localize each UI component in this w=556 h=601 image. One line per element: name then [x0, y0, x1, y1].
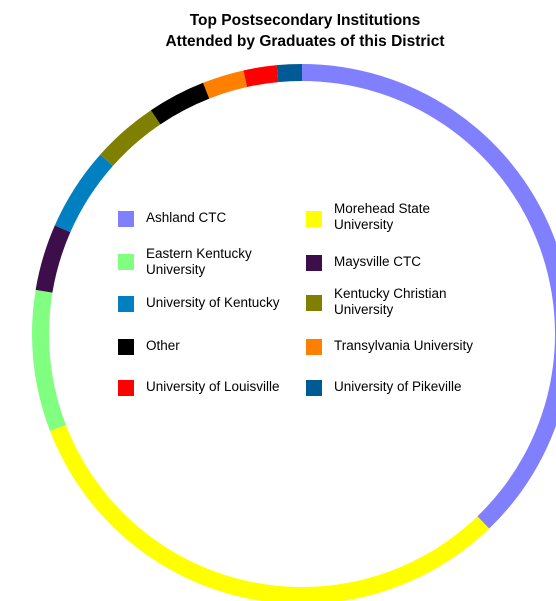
- legend-label: University of Pikeville: [334, 379, 462, 394]
- chart-title-line-1: Top Postsecondary Institutions: [189, 12, 421, 29]
- legend-swatch: [118, 211, 134, 227]
- legend-label: Transylvania University: [334, 338, 474, 353]
- donut-slice-university-of-kentucky: [54, 154, 113, 233]
- donut-slice-university-of-louisville: [243, 65, 279, 88]
- legend-item-kentucky-christian-university: Kentucky Christian University: [306, 286, 466, 318]
- legend-label: University of Louisville: [146, 379, 280, 394]
- legend-item-maysville-ctc: Maysville CTC: [306, 254, 496, 271]
- legend-item-transylvania-university: Transylvania University: [306, 338, 496, 355]
- legend-label: Kentucky Christian University: [334, 286, 447, 317]
- donut-slice-eastern-kentucky-university: [32, 289, 66, 431]
- legend-label: Maysville CTC: [334, 254, 422, 269]
- legend-item-other: Other: [118, 338, 308, 355]
- legend-swatch: [306, 380, 322, 396]
- legend-item-morehead-state-university: Morehead State University: [306, 201, 446, 233]
- legend-swatch: [306, 211, 322, 227]
- donut-slices: [32, 64, 556, 601]
- legend-item-university-of-louisville: University of Louisville: [118, 379, 308, 396]
- legend-label: Other: [146, 338, 180, 353]
- legend-label: University of Kentucky: [146, 295, 280, 310]
- donut-slice-transylvania-university: [203, 70, 248, 99]
- donut-slice-morehead-state-university: [50, 424, 490, 601]
- legend-item-eastern-kentucky-university: Eastern Kentucky University: [118, 246, 268, 278]
- chart-title: Top Postsecondary Institutions Attended …: [0, 10, 556, 52]
- legend-swatch: [118, 339, 134, 355]
- chart-title-line-2: Attended by Graduates of this District: [165, 33, 445, 50]
- legend-swatch: [118, 254, 134, 270]
- legend-label: Eastern Kentucky University: [146, 246, 252, 277]
- legend-item-university-of-pikeville: University of Pikeville: [306, 379, 496, 396]
- legend-item-university-of-kentucky: University of Kentucky: [118, 295, 308, 312]
- legend-label: Morehead State University: [334, 201, 431, 232]
- donut-slice-kentucky-christian-university: [100, 110, 161, 166]
- legend-label: Ashland CTC: [146, 210, 227, 225]
- legend-swatch: [118, 380, 134, 396]
- legend-swatch: [306, 255, 322, 271]
- legend-swatch: [306, 339, 322, 355]
- legend-item-ashland-ctc: Ashland CTC: [118, 210, 308, 227]
- donut-slice-maysville-ctc: [35, 225, 71, 293]
- legend-swatch: [306, 295, 322, 311]
- donut-slice-university-of-pikeville: [276, 64, 302, 83]
- legend-swatch: [118, 296, 134, 312]
- donut-slice-other: [150, 82, 210, 125]
